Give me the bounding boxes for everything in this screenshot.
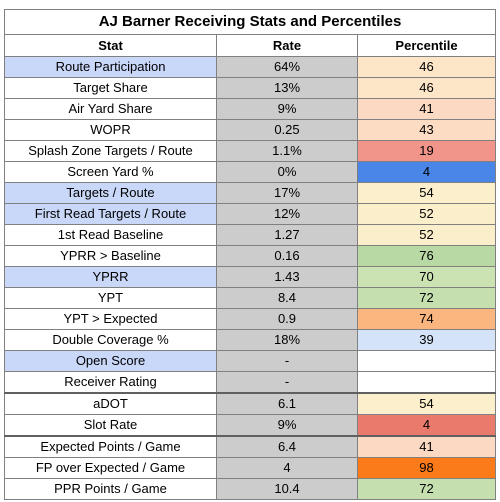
stat-cell[interactable]: PPR Points / Game bbox=[4, 478, 217, 500]
table-row: Target Share 13% 46 bbox=[4, 77, 497, 99]
stat-cell[interactable]: Target Share bbox=[4, 77, 217, 99]
table-row: First Read Targets / Route 12% 52 bbox=[4, 203, 497, 225]
table-row: Air Yard Share 9% 41 bbox=[4, 98, 497, 120]
percentile-cell[interactable] bbox=[356, 350, 497, 372]
rate-cell[interactable]: 18% bbox=[216, 329, 358, 351]
stat-cell[interactable]: Targets / Route bbox=[4, 182, 217, 204]
percentile-cell[interactable]: 43 bbox=[356, 119, 497, 141]
header-row: Stat Rate Percentile bbox=[4, 34, 497, 57]
rate-cell[interactable]: 10.4 bbox=[216, 478, 358, 500]
rate-cell[interactable]: - bbox=[216, 350, 358, 372]
rate-cell[interactable]: 13% bbox=[216, 77, 358, 99]
rate-cell[interactable]: - bbox=[216, 371, 358, 394]
stat-cell[interactable]: Receiver Rating bbox=[4, 371, 217, 394]
table-row: 1st Read Baseline 1.27 52 bbox=[4, 224, 497, 246]
rate-cell[interactable]: 17% bbox=[216, 182, 358, 204]
stat-cell[interactable]: YPT > Expected bbox=[4, 308, 217, 330]
table-row: Slot Rate 9% 4 bbox=[4, 414, 497, 437]
stat-cell[interactable]: Air Yard Share bbox=[4, 98, 217, 120]
table-row: YPRR 1.43 70 bbox=[4, 266, 497, 288]
percentile-cell[interactable]: 41 bbox=[356, 435, 497, 458]
table-row: Expected Points / Game 6.4 41 bbox=[4, 435, 497, 458]
table-row: Splash Zone Targets / Route 1.1% 19 bbox=[4, 140, 497, 162]
stat-cell[interactable]: Splash Zone Targets / Route bbox=[4, 140, 217, 162]
rate-cell[interactable]: 64% bbox=[216, 56, 358, 78]
rate-cell[interactable]: 0.9 bbox=[216, 308, 358, 330]
title-row: AJ Barner Receiving Stats and Percentile… bbox=[3, 9, 497, 35]
rate-cell[interactable]: 9% bbox=[216, 414, 358, 437]
rate-cell[interactable]: 8.4 bbox=[216, 287, 358, 309]
rate-cell[interactable]: 1.27 bbox=[216, 224, 358, 246]
stat-cell[interactable]: Slot Rate bbox=[4, 414, 217, 437]
percentile-cell[interactable]: 41 bbox=[356, 98, 497, 120]
stat-cell[interactable]: YPT bbox=[4, 287, 217, 309]
rate-cell[interactable]: 1.1% bbox=[216, 140, 358, 162]
percentile-cell[interactable]: 46 bbox=[356, 56, 497, 78]
stat-cell[interactable]: FP over Expected / Game bbox=[4, 457, 217, 479]
stat-cell[interactable]: 1st Read Baseline bbox=[4, 224, 217, 246]
percentile-cell[interactable]: 46 bbox=[356, 77, 497, 99]
table-row: Open Score - bbox=[4, 350, 497, 372]
table-row: Route Participation 64% 46 bbox=[4, 56, 497, 78]
percentile-cell[interactable]: 72 bbox=[356, 287, 497, 309]
percentile-cell[interactable]: 98 bbox=[356, 457, 497, 479]
rate-cell[interactable]: 12% bbox=[216, 203, 358, 225]
table-row: Screen Yard % 0% 4 bbox=[4, 161, 497, 183]
percentile-cell[interactable]: 52 bbox=[356, 224, 497, 246]
rate-cell[interactable]: 0.16 bbox=[216, 245, 358, 267]
percentile-cell[interactable]: 70 bbox=[356, 266, 497, 288]
table-row: Targets / Route 17% 54 bbox=[4, 182, 497, 204]
percentile-cell[interactable]: 74 bbox=[356, 308, 497, 330]
header-rate: Rate bbox=[216, 34, 358, 57]
table-row: Double Coverage % 18% 39 bbox=[4, 329, 497, 351]
percentile-cell[interactable]: 4 bbox=[356, 161, 497, 183]
stat-cell[interactable]: YPRR > Baseline bbox=[4, 245, 217, 267]
stat-cell[interactable]: Route Participation bbox=[4, 56, 217, 78]
rate-cell[interactable]: 0% bbox=[216, 161, 358, 183]
table-row: YPT > Expected 0.9 74 bbox=[4, 308, 497, 330]
rate-cell[interactable]: 4 bbox=[216, 457, 358, 479]
table-row: YPRR > Baseline 0.16 76 bbox=[4, 245, 497, 267]
table-row: YPT 8.4 72 bbox=[4, 287, 497, 309]
table-row: aDOT 6.1 54 bbox=[4, 392, 497, 415]
header-percentile: Percentile bbox=[356, 34, 497, 57]
percentile-cell[interactable]: 54 bbox=[356, 392, 497, 415]
percentile-cell[interactable]: 39 bbox=[356, 329, 497, 351]
stat-cell[interactable]: WOPR bbox=[4, 119, 217, 141]
table-row: WOPR 0.25 43 bbox=[4, 119, 497, 141]
percentile-cell[interactable]: 19 bbox=[356, 140, 497, 162]
rate-cell[interactable]: 9% bbox=[216, 98, 358, 120]
stat-cell[interactable]: aDOT bbox=[4, 392, 217, 415]
percentile-cell[interactable]: 4 bbox=[356, 414, 497, 437]
table-row: Receiver Rating - bbox=[4, 371, 497, 394]
table-row: FP over Expected / Game 4 98 bbox=[4, 457, 497, 479]
stats-table: AJ Barner Receiving Stats and Percentile… bbox=[3, 9, 497, 500]
stats-sheet: AJ Barner Receiving Stats and Percentile… bbox=[3, 9, 497, 500]
rate-cell[interactable]: 0.25 bbox=[216, 119, 358, 141]
percentile-cell[interactable]: 76 bbox=[356, 245, 497, 267]
percentile-cell[interactable]: 72 bbox=[356, 478, 497, 500]
rate-cell[interactable]: 1.43 bbox=[216, 266, 358, 288]
table-body: Route Participation 64% 46 Target Share 13% 4… bbox=[4, 56, 497, 500]
stat-cell[interactable]: Screen Yard % bbox=[4, 161, 217, 183]
stat-cell[interactable]: Expected Points / Game bbox=[4, 435, 217, 458]
table-row: PPR Points / Game 10.4 72 bbox=[4, 478, 497, 500]
header-stat: Stat bbox=[4, 34, 217, 57]
table-title: AJ Barner Receiving Stats and Percentile… bbox=[3, 9, 497, 35]
rate-cell[interactable]: 6.4 bbox=[216, 435, 358, 458]
percentile-cell[interactable]: 54 bbox=[356, 182, 497, 204]
stat-cell[interactable]: Double Coverage % bbox=[4, 329, 217, 351]
stat-cell[interactable]: Open Score bbox=[4, 350, 217, 372]
stat-cell[interactable]: YPRR bbox=[4, 266, 217, 288]
stat-cell[interactable]: First Read Targets / Route bbox=[4, 203, 217, 225]
percentile-cell[interactable]: 52 bbox=[356, 203, 497, 225]
percentile-cell[interactable] bbox=[356, 371, 497, 394]
rate-cell[interactable]: 6.1 bbox=[216, 392, 358, 415]
